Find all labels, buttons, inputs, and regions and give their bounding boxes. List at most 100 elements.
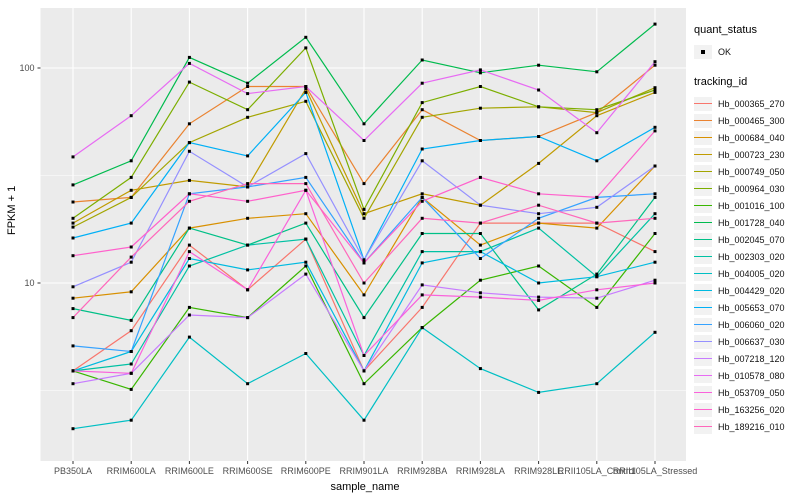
legend-item-Hb_007218_120: Hb_007218_120	[694, 350, 800, 367]
line-key-icon	[694, 419, 712, 434]
data-point	[653, 60, 657, 64]
data-point	[129, 290, 133, 294]
data-point	[362, 261, 366, 265]
legend-item-Hb_189216_010: Hb_189216_010	[694, 418, 800, 435]
data-point	[595, 221, 599, 225]
data-point	[362, 258, 366, 262]
data-point	[71, 236, 75, 240]
data-point	[187, 149, 191, 153]
data-point	[653, 22, 657, 26]
data-point	[478, 250, 482, 254]
data-point	[478, 291, 482, 295]
data-point	[537, 226, 541, 230]
data-point	[478, 139, 482, 142]
line-key-icon	[694, 147, 712, 162]
legend-item-Hb_001016_100: Hb_001016_100	[694, 197, 800, 214]
data-point	[595, 111, 599, 115]
data-point	[246, 243, 250, 247]
data-point	[420, 232, 424, 235]
legend-item-Hb_004429_020: Hb_004429_020	[694, 282, 800, 299]
data-point	[187, 55, 191, 59]
y-tick-label: 100	[19, 63, 34, 73]
data-point	[653, 63, 657, 67]
x-tick-label: RRIM600LE	[165, 466, 214, 476]
data-point	[537, 212, 541, 216]
data-point	[537, 105, 541, 109]
data-point	[595, 305, 599, 309]
data-point	[420, 192, 424, 196]
data-point	[246, 81, 250, 85]
point-key-icon	[694, 44, 712, 59]
legend-item-label: Hb_000723_230	[718, 149, 785, 160]
data-point	[246, 216, 250, 220]
legend-item-Hb_000723_230: Hb_000723_230	[694, 146, 800, 163]
data-point	[653, 260, 657, 264]
data-point	[537, 216, 541, 220]
line-key-icon	[694, 317, 712, 332]
legend-item-Hb_001728_040: Hb_001728_040	[694, 214, 800, 231]
legend-item-ok: OK	[694, 43, 800, 60]
data-point	[304, 90, 308, 94]
legend-item-label: Hb_004429_020	[718, 285, 785, 296]
data-point	[653, 86, 657, 90]
data-point	[653, 192, 657, 196]
data-point	[595, 70, 599, 74]
data-point	[362, 182, 366, 186]
data-point	[187, 141, 191, 145]
legend-item-Hb_010578_080: Hb_010578_080	[694, 367, 800, 384]
data-point	[71, 369, 75, 373]
data-point	[71, 382, 75, 386]
data-point	[362, 354, 366, 357]
data-point	[71, 216, 75, 220]
x-tick-label: RRIM600LA	[107, 466, 156, 476]
x-tick-label: RRII105LA_Stressed	[613, 466, 698, 476]
data-point	[129, 255, 133, 259]
data-point	[653, 278, 657, 282]
data-point	[420, 108, 424, 112]
data-point	[71, 344, 75, 348]
data-point	[478, 85, 482, 88]
data-point	[246, 199, 250, 203]
legend-item-Hb_163256_020: Hb_163256_020	[694, 401, 800, 418]
legend-item-label: Hb_000684_040	[718, 132, 785, 143]
data-point	[595, 205, 599, 209]
data-point	[187, 122, 191, 126]
plot-panel	[40, 8, 686, 461]
line-key-icon	[694, 402, 712, 417]
data-point	[71, 200, 75, 204]
data-point	[537, 281, 541, 285]
data-point	[129, 245, 133, 249]
data-point	[187, 199, 191, 203]
data-point	[420, 81, 424, 85]
legend-item-label: Hb_000964_030	[718, 183, 785, 194]
data-point	[653, 125, 657, 129]
legend-item-label: Hb_006637_030	[718, 336, 785, 347]
data-point	[478, 175, 482, 179]
legend-item-label: OK	[718, 46, 732, 57]
legend-item-label: Hb_000749_050	[718, 166, 785, 177]
data-point	[653, 216, 657, 220]
data-point	[478, 367, 482, 371]
legend-item-label: Hb_005653_070	[718, 302, 785, 313]
data-point	[653, 212, 657, 216]
legend-item-Hb_053709_050: Hb_053709_050	[694, 384, 800, 401]
x-tick-label: RRII105LA_Control	[558, 466, 636, 476]
data-point	[362, 212, 366, 216]
data-point	[304, 260, 308, 264]
data-point	[246, 288, 250, 292]
data-point	[129, 175, 133, 179]
legend-item-label: Hb_004005_020	[718, 268, 785, 279]
line-key-icon	[694, 181, 712, 196]
data-point	[71, 427, 75, 431]
data-point	[304, 212, 308, 216]
data-point	[187, 243, 191, 247]
data-point	[537, 308, 541, 312]
data-point	[246, 382, 250, 386]
data-point	[304, 352, 308, 355]
data-point	[187, 226, 191, 230]
legend-item-Hb_006060_020: Hb_006060_020	[694, 316, 800, 333]
legend-item-label: Hb_001016_100	[718, 200, 785, 211]
x-tick-label: RRIM901LA	[339, 466, 388, 476]
legend: quant_status OK tracking_id Hb_000365_27…	[694, 24, 800, 451]
